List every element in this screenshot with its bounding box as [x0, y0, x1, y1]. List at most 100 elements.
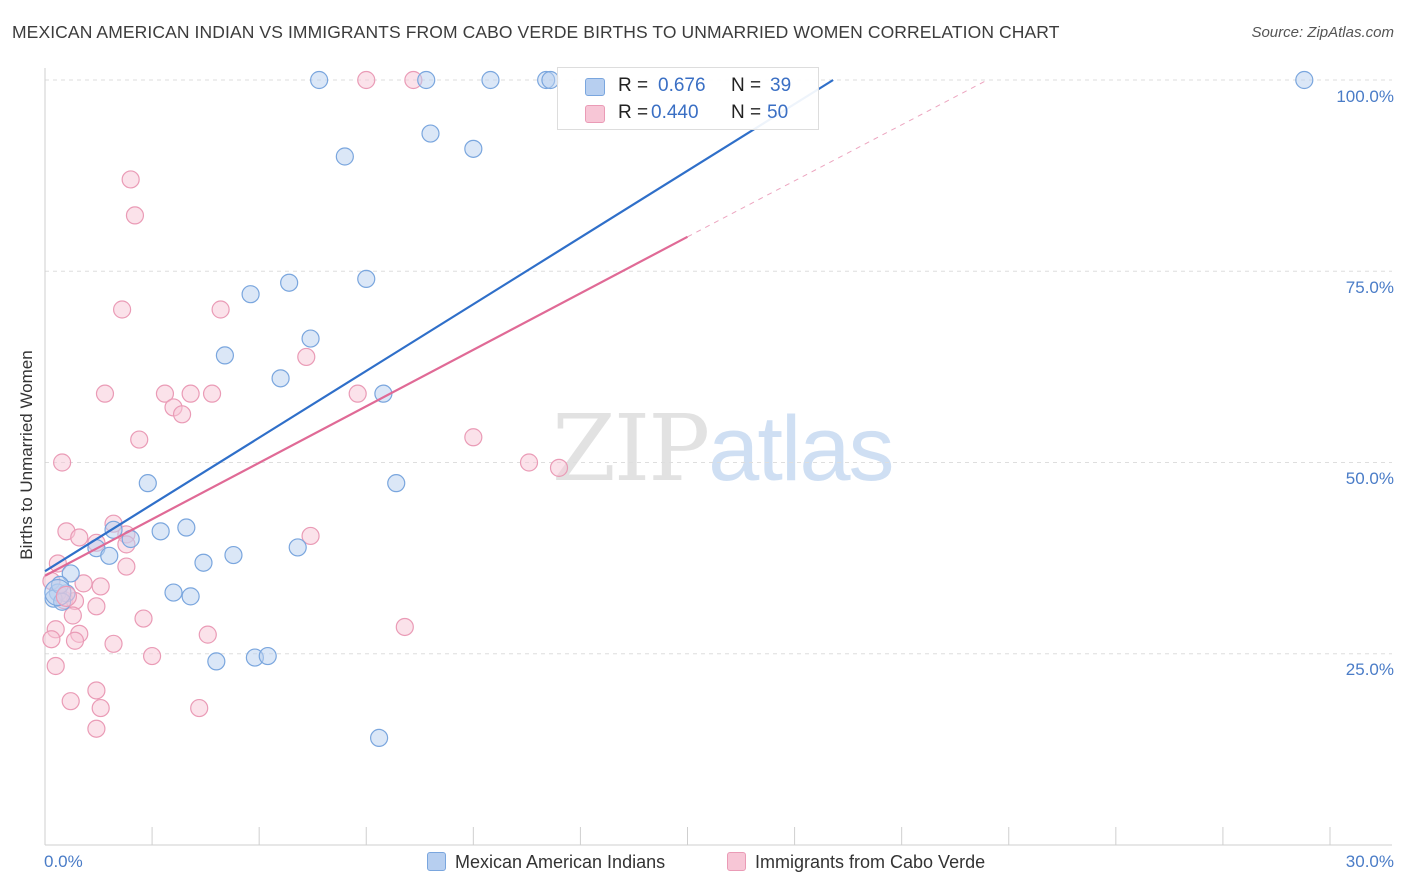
data-point-mexican-american-indian	[151, 522, 170, 541]
data-point-cabo-verde	[395, 617, 414, 637]
data-point-mexican-american-indian	[357, 269, 376, 288]
data-point-cabo-verde	[198, 625, 217, 644]
data-point-cabo-verde	[125, 206, 145, 225]
data-point-mexican-american-indian	[61, 564, 80, 583]
data-point-cabo-verde	[190, 698, 209, 718]
data-point-mexican-american-indian	[1295, 70, 1314, 90]
data-point-mexican-american-indian	[271, 369, 290, 388]
data-point-cabo-verde	[297, 347, 316, 367]
watermark-atlas: atlas	[708, 398, 894, 500]
data-point-cabo-verde	[202, 384, 222, 403]
series-legend-label-blue: Mexican American Indians	[455, 852, 666, 872]
data-point-cabo-verde	[211, 300, 230, 319]
data-point-mexican-american-indian	[288, 538, 307, 557]
x-tick-label-max: 30.0%	[1345, 852, 1394, 871]
legend-n-label: N =	[731, 102, 762, 123]
data-point-mexican-american-indian	[215, 346, 234, 365]
stats-legend: R = 0.676 N = 39 R = 0.440 N = 50	[557, 67, 819, 130]
data-point-cabo-verde	[42, 630, 61, 649]
data-point-cabo-verde	[464, 428, 483, 447]
data-point-mexican-american-indian	[421, 124, 440, 143]
data-point-cabo-verde	[87, 719, 106, 738]
data-point-cabo-verde	[63, 606, 82, 625]
trendline-pink-extension	[687, 79, 988, 238]
y-tick-label-25: 25.0%	[1345, 660, 1394, 679]
watermark-zip: ZIP	[552, 395, 710, 502]
legend-r-label: R =	[618, 102, 649, 123]
data-point-cabo-verde	[549, 458, 569, 477]
data-point-cabo-verde	[53, 453, 72, 472]
data-point-cabo-verde	[104, 634, 123, 653]
data-point-mexican-american-indian	[464, 139, 483, 158]
data-point-mexican-american-indian	[177, 518, 196, 537]
y-axis-label: Births to Unmarried Women	[17, 350, 36, 560]
series-legend-swatch-pink	[727, 852, 746, 871]
data-point-mexican-american-indian	[207, 652, 226, 671]
series-legend-item-blue: Mexican American Indians	[427, 852, 665, 873]
legend-swatch-pink	[585, 105, 605, 123]
trendline-blue	[44, 79, 834, 573]
data-point-mexican-american-indian	[370, 728, 389, 748]
data-point-cabo-verde	[65, 631, 85, 650]
x-tick-label-min: 0.0%	[44, 852, 83, 871]
data-point-cabo-verde	[87, 597, 106, 616]
data-point-cabo-verde	[61, 692, 80, 711]
data-point-cabo-verde	[91, 577, 110, 596]
data-point-mexican-american-indian	[138, 474, 157, 493]
data-point-mexican-american-indian	[164, 583, 183, 602]
data-point-cabo-verde	[134, 609, 153, 628]
data-point-cabo-verde	[172, 405, 192, 424]
legend-n-label: N =	[731, 75, 762, 96]
series-legend-label-pink: Immigrants from Cabo Verde	[755, 852, 986, 872]
data-point-cluster-pink	[55, 585, 78, 607]
data-point-mexican-american-indian	[417, 70, 436, 90]
data-point-cabo-verde	[519, 453, 539, 472]
stats-legend-row-pink: R = 0.440 N = 50	[558, 102, 818, 128]
chart-title: MEXICAN AMERICAN INDIAN VS IMMIGRANTS FR…	[12, 22, 1060, 42]
data-point-cabo-verde	[46, 656, 65, 676]
y-tick-label-100: 100.0%	[1336, 87, 1394, 106]
data-point-cabo-verde	[130, 430, 149, 449]
stats-legend-row-blue: R = 0.676 N = 39	[558, 75, 818, 101]
data-point-mexican-american-indian	[258, 646, 277, 666]
data-point-cabo-verde	[112, 300, 132, 319]
data-point-mexican-american-indian	[181, 587, 200, 606]
series-legend-swatch-blue	[427, 852, 446, 871]
data-point-mexican-american-indian	[335, 147, 354, 166]
data-point-cabo-verde	[155, 384, 175, 403]
data-point-cabo-verde	[95, 384, 115, 403]
trendline-pink	[44, 235, 689, 577]
legend-n-value-pink: 50	[767, 102, 789, 123]
data-point-mexican-american-indian	[241, 285, 260, 304]
data-point-mexican-american-indian	[224, 545, 243, 565]
watermark: ZIPatlas	[552, 395, 895, 502]
legend-r-value-pink: 0.440	[651, 102, 699, 123]
data-point-cabo-verde	[70, 528, 89, 547]
data-point-cabo-verde	[142, 646, 162, 666]
data-point-mexican-american-indian	[481, 70, 500, 90]
data-point-cabo-verde	[87, 681, 106, 700]
data-point-cabo-verde	[357, 70, 376, 90]
data-point-mexican-american-indian	[194, 553, 213, 572]
data-point-cabo-verde	[348, 384, 367, 403]
data-point-mexican-american-indian	[301, 329, 320, 348]
data-point-mexican-american-indian	[100, 546, 119, 565]
data-point-cabo-verde	[301, 526, 320, 546]
data-point-cabo-verde	[181, 384, 200, 403]
source-label: Source: ZipAtlas.com	[1251, 24, 1394, 41]
data-point-cabo-verde	[121, 170, 140, 189]
legend-r-label: R =	[618, 75, 649, 96]
y-tick-label-75: 75.0%	[1345, 278, 1394, 297]
data-point-cabo-verde	[74, 574, 93, 593]
data-point-mexican-american-indian	[280, 273, 299, 292]
data-point-mexican-american-indian	[310, 70, 329, 90]
y-tick-label-50: 50.0%	[1345, 469, 1394, 488]
data-point-cabo-verde	[91, 698, 110, 718]
legend-swatch-blue	[585, 78, 605, 96]
legend-r-value-blue: 0.676	[658, 75, 706, 96]
data-point-cabo-verde	[117, 557, 136, 576]
series-legend-item-pink: Immigrants from Cabo Verde	[727, 852, 985, 873]
data-point-mexican-american-indian	[387, 474, 406, 493]
legend-n-value-blue: 39	[770, 75, 792, 96]
